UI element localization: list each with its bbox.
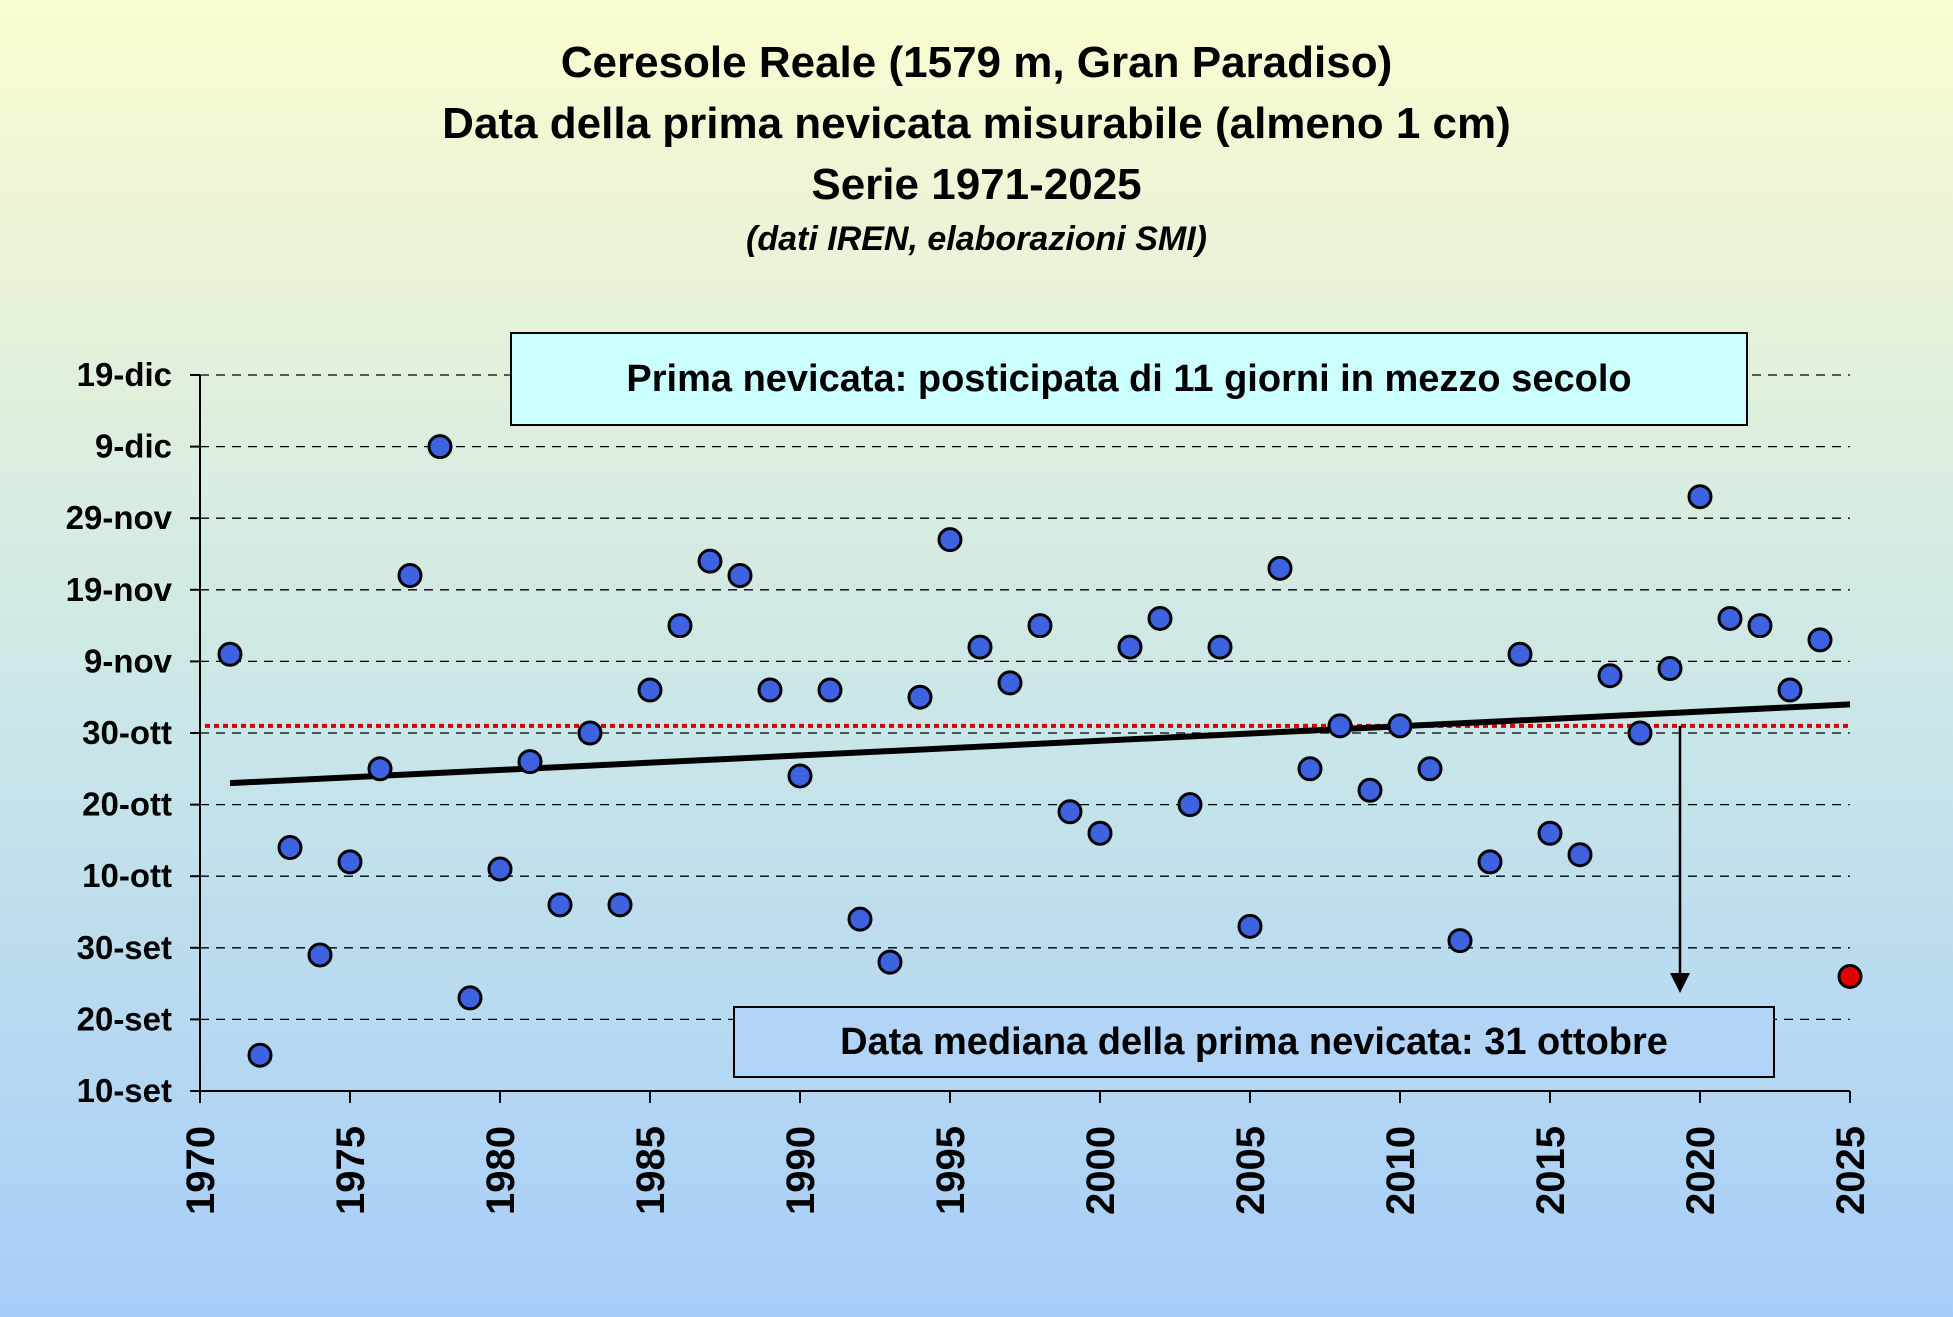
- y-tick-label: 30-set: [77, 929, 172, 966]
- y-tick-label: 19-dic: [77, 356, 172, 393]
- chart-title-line-3: Serie 1971-2025: [811, 160, 1142, 209]
- chart-title-line-2: Data della prima nevicata misurabile (al…: [442, 99, 1511, 148]
- y-tick-label: 19-nov: [66, 571, 173, 608]
- data-point: [1567, 842, 1593, 868]
- data-point: [787, 763, 813, 789]
- data-point: [247, 1042, 273, 1068]
- data-point: [1627, 720, 1653, 746]
- data-point: [1357, 777, 1383, 803]
- data-point: [1177, 792, 1203, 818]
- trend-annotation-box: Prima nevicata: posticipata di 11 giorni…: [510, 332, 1748, 426]
- data-point: [1117, 634, 1143, 660]
- data-point: [1747, 613, 1773, 639]
- data-point: [277, 835, 303, 861]
- data-point: [1777, 677, 1803, 703]
- x-tick-label: 2010: [1379, 1126, 1423, 1215]
- x-tick-label: 2000: [1079, 1126, 1123, 1215]
- data-point: [307, 942, 333, 968]
- data-point: [1807, 627, 1833, 653]
- data-point: [907, 684, 933, 710]
- data-point: [1207, 634, 1233, 660]
- data-point: [1537, 820, 1563, 846]
- trend-line: [229, 701, 1851, 787]
- chart-title-block: Ceresole Reale (1579 m, Gran Paradiso) D…: [0, 32, 1953, 263]
- data-point: [937, 527, 963, 553]
- x-tick-label: 1985: [629, 1126, 673, 1215]
- x-tick-label: 1975: [329, 1126, 373, 1215]
- x-tick-label: 1995: [929, 1126, 973, 1215]
- data-point: [877, 949, 903, 975]
- data-point: [487, 856, 513, 882]
- data-point: [607, 892, 633, 918]
- x-tick-label: 1990: [779, 1126, 823, 1215]
- data-point: [1147, 605, 1173, 631]
- chart-source-note: (dati IREN, elaborazioni SMI): [746, 220, 1207, 258]
- data-point: [757, 677, 783, 703]
- data-point: [367, 756, 393, 782]
- data-point: [457, 985, 483, 1011]
- data-point: [1027, 613, 1053, 639]
- data-point: [1507, 641, 1533, 667]
- x-tick-label: 1970: [179, 1126, 223, 1215]
- x-tick-label: 2020: [1679, 1126, 1723, 1215]
- data-point: [1057, 799, 1083, 825]
- y-tick-label: 9-nov: [84, 642, 173, 679]
- y-tick-label: 29-nov: [66, 499, 173, 536]
- data-point: [1417, 756, 1443, 782]
- data-point: [667, 613, 693, 639]
- data-point: [727, 562, 753, 588]
- data-point: [1447, 928, 1473, 954]
- data-point: [1387, 713, 1413, 739]
- y-tick-label: 20-ott: [82, 786, 172, 823]
- data-point: [1687, 484, 1713, 510]
- data-point: [637, 677, 663, 703]
- data-point: [427, 434, 453, 460]
- y-tick-label: 10-ott: [82, 857, 172, 894]
- x-tick-label: 2015: [1529, 1126, 1573, 1215]
- data-point: [577, 720, 603, 746]
- data-point: [1267, 555, 1293, 581]
- data-point: [817, 677, 843, 703]
- data-point: [547, 892, 573, 918]
- data-point: [337, 849, 363, 875]
- data-point: [1237, 913, 1263, 939]
- median-annotation-box: Data mediana della prima nevicata: 31 ot…: [733, 1006, 1775, 1078]
- data-point: [967, 634, 993, 660]
- data-point: [517, 749, 543, 775]
- x-tick-label: 2005: [1229, 1126, 1273, 1215]
- x-tick-label: 2025: [1829, 1126, 1873, 1215]
- y-tick-label: 30-ott: [82, 714, 172, 751]
- y-tick-label: 10-set: [77, 1072, 172, 1109]
- median-arrow-head: [1670, 973, 1690, 993]
- trend-annotation-text: Prima nevicata: posticipata di 11 giorni…: [626, 358, 1632, 400]
- data-point: [397, 562, 423, 588]
- x-tick-label: 1980: [479, 1126, 523, 1215]
- data-point: [1717, 605, 1743, 631]
- y-tick-label: 20-set: [77, 1000, 172, 1037]
- data-point: [1327, 713, 1353, 739]
- data-point: [847, 906, 873, 932]
- data-point: [997, 670, 1023, 696]
- chart-title-line-1: Ceresole Reale (1579 m, Gran Paradiso): [560, 38, 1393, 87]
- data-point: [1297, 756, 1323, 782]
- data-point: [1087, 820, 1113, 846]
- median-annotation-text: Data mediana della prima nevicata: 31 ot…: [840, 1021, 1668, 1063]
- data-point: [1477, 849, 1503, 875]
- data-point: [1657, 656, 1683, 682]
- data-point-highlight: [1837, 963, 1863, 989]
- data-point: [1597, 663, 1623, 689]
- data-point: [217, 641, 243, 667]
- y-tick-label: 9-dic: [95, 428, 172, 465]
- data-point: [697, 548, 723, 574]
